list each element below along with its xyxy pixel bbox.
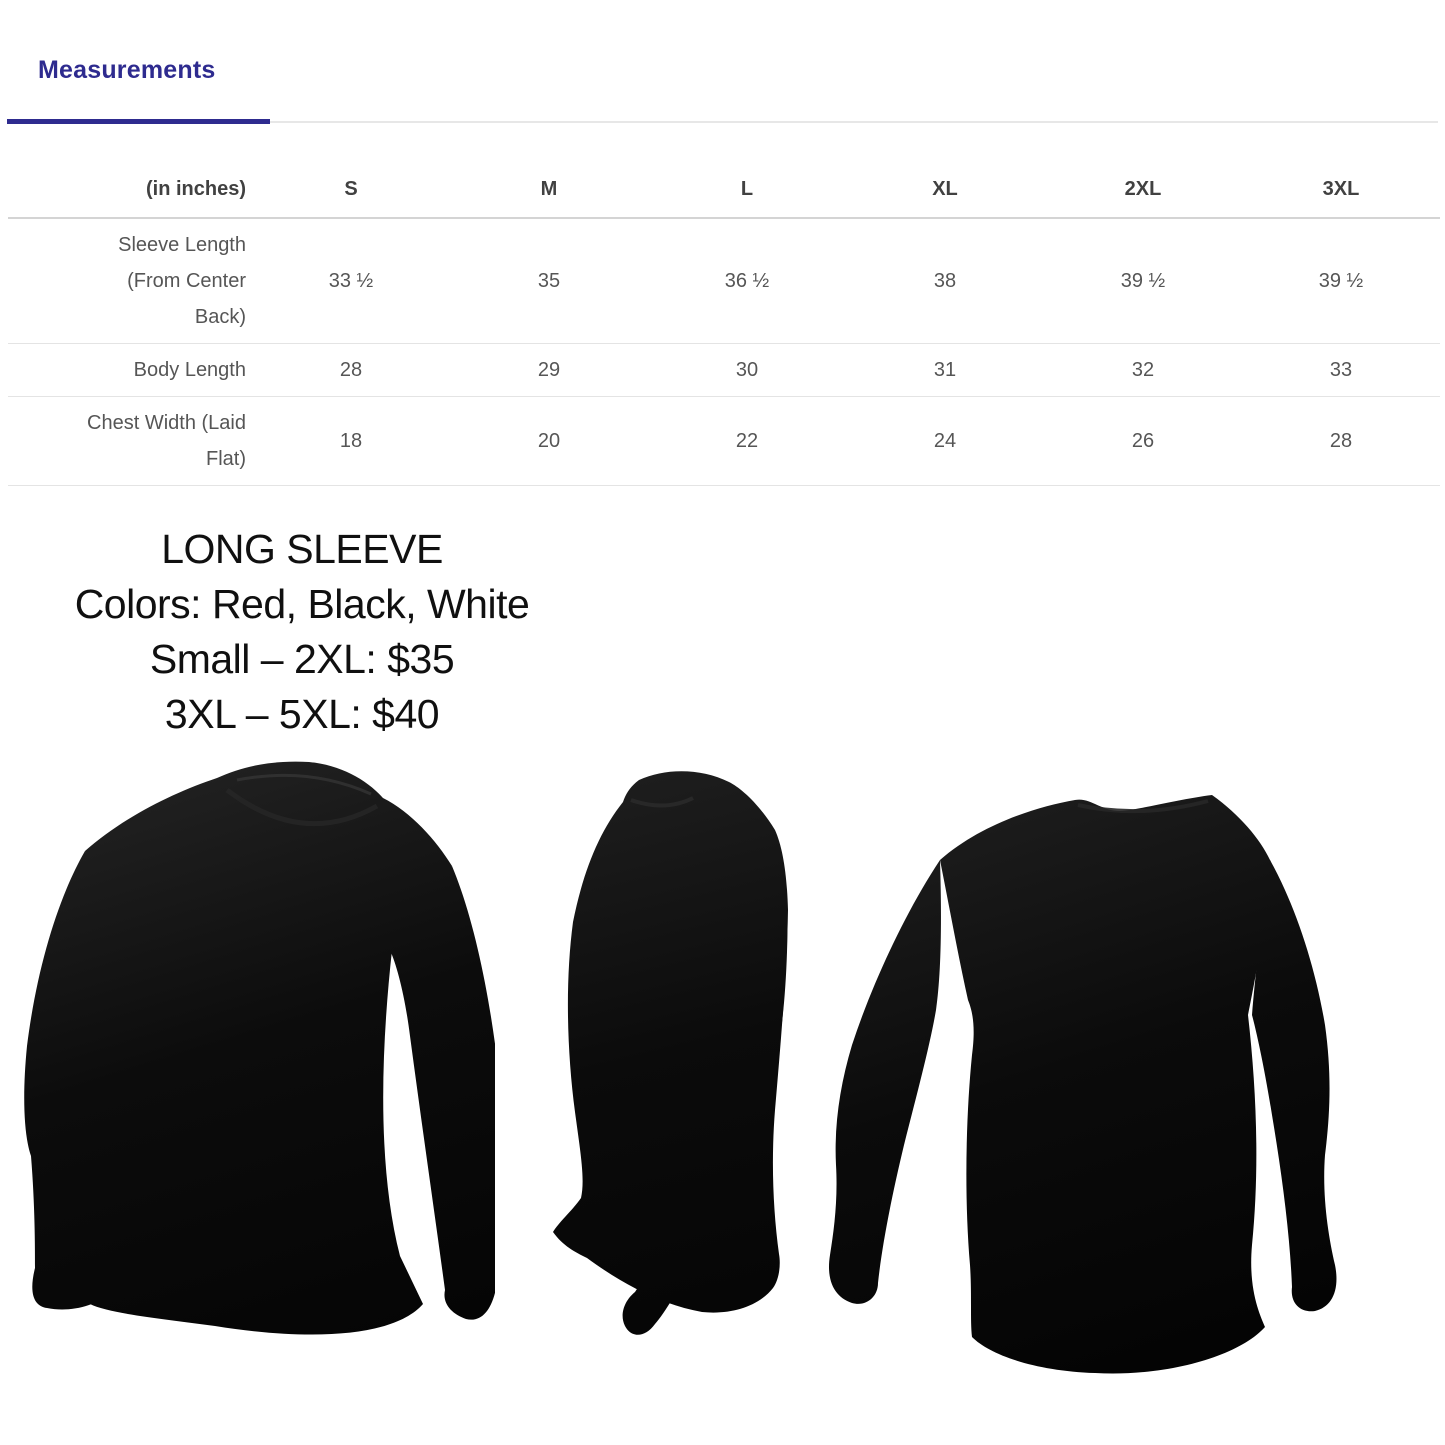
product-info-block: LONG SLEEVE Colors: Red, Black, White Sm…: [0, 522, 604, 742]
shirt-side-image: [553, 771, 788, 1335]
shirt-front-image: [24, 761, 495, 1335]
cell-value: 28: [1242, 396, 1440, 486]
table-row-body-length: Body Length 28 29 30 31 32 33: [8, 343, 1440, 397]
size-chart: (in inches) S M L XL 2XL 3XL Sleeve Leng…: [8, 160, 1440, 486]
cell-value: 18: [252, 396, 450, 486]
product-price-3xl-5xl: 3XL – 5XL: $40: [164, 691, 440, 737]
cell-value: 38: [846, 218, 1044, 344]
cell-value: 22: [648, 396, 846, 486]
cell-value: 39 ½: [1242, 218, 1440, 344]
cell-value: 31: [846, 343, 1044, 397]
size-col-m: M: [450, 160, 648, 219]
size-col-3xl: 3XL: [1242, 160, 1440, 219]
size-col-s: S: [252, 160, 450, 219]
product-price-small-2xl: Small – 2XL: $35: [149, 636, 455, 682]
size-col-xl: XL: [846, 160, 1044, 219]
cell-value: 33: [1242, 343, 1440, 397]
product-title: LONG SLEEVE: [161, 526, 443, 572]
unit-header-cell: (in inches): [8, 160, 252, 219]
cell-value: 30: [648, 343, 846, 397]
cell-value: 26: [1044, 396, 1242, 486]
row-label: Chest Width (Laid Flat): [8, 396, 252, 486]
cell-value: 33 ½: [252, 218, 450, 344]
row-label: Sleeve Length (From Center Back): [8, 218, 252, 344]
size-col-l: L: [648, 160, 846, 219]
tab-active-underline: [7, 119, 270, 124]
row-label: Body Length: [8, 343, 252, 397]
table-row-chest-width: Chest Width (Laid Flat) 18 20 22 24 26 2…: [8, 396, 1440, 486]
cell-value: 28: [252, 343, 450, 397]
cell-value: 20: [450, 396, 648, 486]
cell-value: 35: [450, 218, 648, 344]
cell-value: 32: [1044, 343, 1242, 397]
table-row-sleeve-length: Sleeve Length (From Center Back) 33 ½ 35…: [8, 218, 1440, 344]
tab-measurements[interactable]: Measurements: [38, 56, 216, 84]
cell-value: 29: [450, 343, 648, 397]
product-colors: Colors: Red, Black, White: [74, 581, 530, 627]
shirt-back-image: [828, 795, 1337, 1374]
cell-value: 24: [846, 396, 1044, 486]
tab-divider-line: [270, 121, 1438, 123]
size-table: (in inches) S M L XL 2XL 3XL Sleeve Leng…: [8, 160, 1440, 486]
size-table-header-row: (in inches) S M L XL 2XL 3XL: [8, 160, 1440, 219]
cell-value: 39 ½: [1044, 218, 1242, 344]
size-col-2xl: 2XL: [1044, 160, 1242, 219]
cell-value: 36 ½: [648, 218, 846, 344]
